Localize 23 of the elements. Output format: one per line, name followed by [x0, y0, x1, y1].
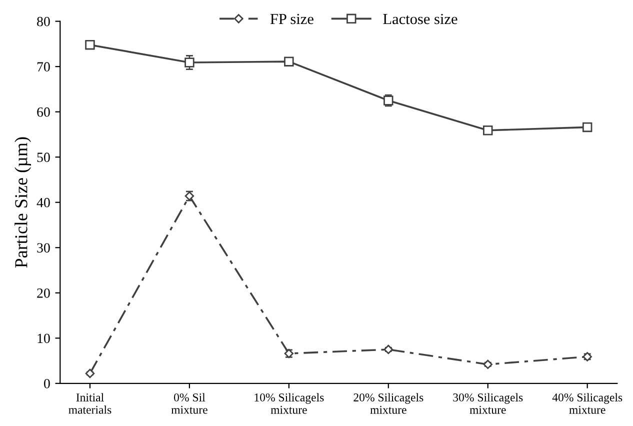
y-tick-label: 0 — [44, 378, 50, 388]
point — [582, 122, 592, 132]
y-tick-label: 40 — [36, 198, 50, 208]
x-tick-label: Initial materials — [68, 393, 112, 414]
y-tick-label: 30 — [37, 243, 50, 253]
y-tick-label: 70 — [37, 62, 50, 72]
y-tick-label: 20 — [37, 288, 50, 298]
x-tick-label: 30% Silicagels mixture — [453, 393, 523, 414]
point — [85, 40, 95, 50]
y-tick-label: 60 — [37, 107, 50, 117]
y-tick-label: 50 — [37, 152, 50, 162]
legend-label: FP size — [270, 14, 314, 24]
point — [184, 58, 194, 68]
y-tick-label: 10 — [38, 334, 50, 344]
x-tick-label: 10% Silicagels mixture — [254, 393, 324, 414]
y-axis-title: Particle Size (µm) — [14, 137, 31, 268]
x-tick-label: 0% Sil mixture — [171, 393, 208, 414]
x-tick-label: 40% Silicagels mixture — [552, 393, 622, 414]
y-tick-label: 80 — [37, 16, 50, 26]
legend-label: Lactose size — [383, 14, 458, 24]
point — [483, 126, 493, 136]
point — [284, 56, 294, 66]
x-tick-label: 20% Silicagels mixture — [354, 393, 424, 414]
